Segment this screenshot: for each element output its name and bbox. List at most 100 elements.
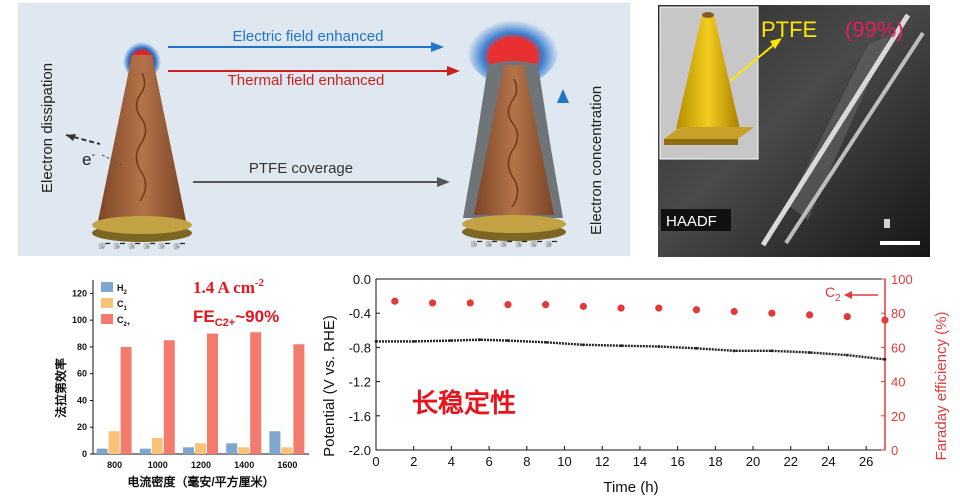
ptfe-cone-tip (702, 12, 714, 18)
ptfe-label: PTFE (761, 17, 817, 42)
tem-needle-1 (760, 13, 911, 247)
bar-chart-xlabel: 电流密度（毫安/平方厘米） (127, 474, 274, 489)
bar-y-tick-label: 0 (82, 449, 87, 459)
stability-y-right-tick-label: 60 (891, 340, 905, 355)
schematic-panel: e⁻ e⁻ e⁻ e⁻ e⁻ e⁻ e⁻ e⁻ e⁻ e⁻ e⁻ e⁻ Elec… (18, 3, 630, 256)
bar-chart-ylabel: 法拉第效率 (55, 358, 68, 418)
potential-point (412, 340, 416, 343)
potential-point (544, 340, 548, 344)
bar-x-tick-label: 1000 (148, 460, 168, 470)
stability-y-left-tick-label: -1.2 (349, 375, 371, 390)
bar-y-tick-label: 20 (77, 422, 87, 432)
left-cone-base (92, 216, 192, 234)
fe-c2-annotation: FEC2+~90% (193, 307, 279, 329)
right-cone (462, 13, 566, 241)
fe-c2-point (655, 304, 663, 312)
stability-y-left-tick-label: -0.8 (349, 340, 371, 355)
stability-y-right-tick-label: 40 (891, 375, 905, 390)
ptfe-coverage-label: PTFE coverage (249, 160, 353, 177)
stability-ylabel-left: Potential (V vs. RHE) (321, 315, 338, 457)
stability-x-tick-label: 16 (670, 454, 684, 469)
left-cone-wire (135, 72, 147, 202)
bar-y-tick-label: 40 (77, 395, 87, 405)
fe-c2-point (768, 309, 776, 317)
potential-point (478, 338, 482, 342)
stability-x-tick-label: 14 (633, 454, 647, 469)
c2-pointer-head (844, 291, 852, 299)
c2-series-label: C2 (825, 284, 841, 304)
potential-point (808, 351, 811, 354)
stability-x-tick-label: 0 (372, 454, 379, 469)
bar-y-tick-label: 80 (77, 342, 87, 352)
stability-ylabel-right: Faraday efficiency (%) (933, 312, 950, 461)
bar-x-tick-label: 1200 (191, 460, 211, 470)
stability-chart: 0 2 4 6 8 10 12 14 16 18 20 22 24 26 0.0 -0.4 -0.8 -1.2 -1… (318, 262, 960, 497)
legend-swatch-h2 (101, 282, 113, 292)
stability-x-tick-label: 20 (746, 454, 760, 469)
legend-swatch-c1 (101, 298, 113, 308)
bar-chart-bars (96, 332, 305, 454)
bar-chart-svg: 0 20 40 60 80 100 120 800 1000 1200 1400 1600 H2 C1 C… (53, 277, 309, 489)
bar-h2-1600 (269, 431, 281, 454)
electric-arrow-head (431, 42, 444, 52)
stability-chart-svg: 0 2 4 6 8 10 12 14 16 18 20 22 24 260.0-0.4-0.8-1.2-1… (321, 272, 950, 496)
potential-point (695, 346, 698, 350)
bar-c2plus-1000 (163, 340, 175, 454)
dissipation-arrow-1 (65, 134, 101, 145)
potential-point (657, 345, 661, 348)
electron-concentration-arrow-head (557, 89, 569, 103)
right-cone-wire (507, 78, 519, 208)
fe-c2-point (504, 301, 512, 309)
stability-x-tick-label: 18 (708, 454, 722, 469)
fe-c2-point (391, 297, 399, 305)
haadf-label-bg (661, 209, 731, 231)
stability-y-right-tick-label: 80 (891, 306, 905, 321)
fe-c2-point (881, 316, 889, 324)
electric-field-label: Electric field enhanced (233, 28, 384, 45)
long-term-stability-annotation: 长稳定性 (412, 388, 516, 418)
potential-series (374, 338, 887, 361)
fe-c2-point (542, 301, 550, 309)
bar-h2-1000 (139, 448, 151, 454)
fe-c2-point (428, 299, 437, 307)
bar-c1-1200 (195, 443, 206, 454)
left-cone (92, 40, 192, 242)
right-cone-body (474, 65, 554, 215)
ptfe-coated-cone (676, 15, 740, 129)
fe-c2-point (579, 302, 587, 310)
stability-chart-frame: 0 2 4 6 8 10 12 14 16 18 20 22 24 260.0-0.4-0.8-1.2-1… (349, 272, 913, 469)
left-cone-body (98, 55, 186, 221)
bar-chart-legend: H2 C1 C2+ (101, 282, 131, 328)
tem-image: PTFE (99%) HAADF (658, 5, 930, 257)
stability-x-tick-label: 4 (448, 454, 455, 469)
scale-bar (880, 241, 920, 245)
thermal-field-label: Thermal field enhanced (228, 72, 385, 89)
stability-x-tick-label: 10 (557, 454, 571, 469)
potential-point (581, 343, 585, 347)
bar-c2plus-1600 (293, 344, 305, 454)
thermal-arrow-head (447, 66, 460, 76)
stability-x-tick-label: 8 (523, 454, 530, 469)
potential-point (619, 344, 623, 348)
faradaic-efficiency-bar-chart: 0 20 40 60 80 100 120 800 1000 1200 1400 1600 H2 C1 C… (53, 270, 313, 492)
coverage-arrow-head (437, 177, 450, 187)
stability-y-left-tick-label: -0.4 (349, 306, 371, 321)
potential-point (770, 349, 774, 353)
bar-c1-1000 (151, 437, 163, 454)
fe-c2-point (730, 307, 738, 316)
stability-y-right-tick-label: 100 (891, 272, 913, 287)
bar-h2-1200 (183, 447, 194, 454)
potential-point (732, 349, 736, 353)
ptfe-pointer-arrow (729, 42, 777, 82)
potential-point (845, 353, 849, 357)
potential-point (883, 357, 887, 361)
stability-y-left-tick-label: -2.0 (349, 443, 371, 458)
stability-x-tick-label: 6 (485, 454, 492, 469)
stability-xlabel: Time (h) (603, 479, 658, 496)
fe-c2-point (466, 299, 474, 307)
stability-y-right-tick-label: 20 (891, 409, 905, 424)
bar-x-tick-label: 800 (107, 460, 122, 470)
ptfe-base-plate (664, 127, 754, 139)
potential-point (374, 340, 378, 343)
ptfe-percent-label: (99%) (845, 17, 904, 42)
